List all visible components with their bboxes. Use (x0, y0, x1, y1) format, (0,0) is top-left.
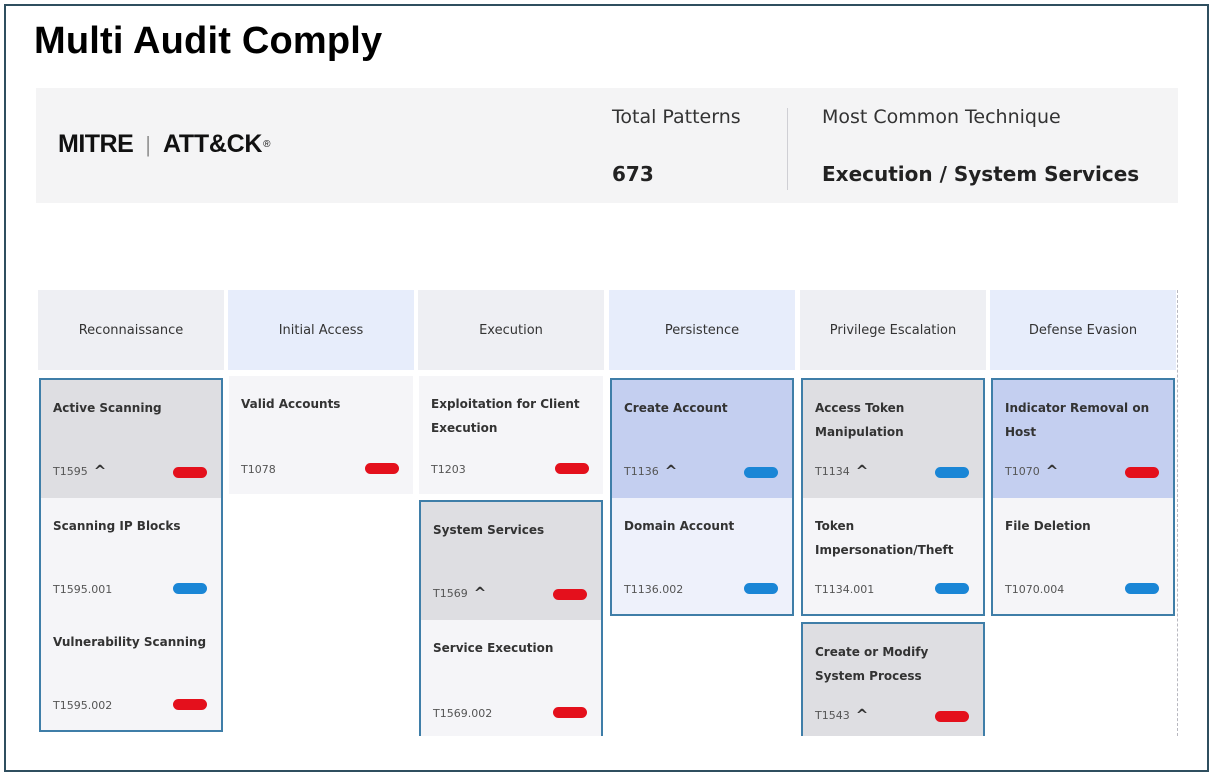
technique-group-create-or-modify-system-process: Create or Modify System Process T1543 ^ (801, 622, 985, 736)
status-pill (173, 699, 207, 710)
status-pill (173, 467, 207, 478)
technique-name: Scanning IP Blocks (53, 519, 181, 533)
tactic-header[interactable]: Persistence (609, 290, 795, 370)
status-pill (744, 467, 778, 478)
total-patterns-stat: Total Patterns 673 (612, 106, 741, 186)
status-pill (553, 589, 587, 600)
chevron-up-icon[interactable]: ^ (1045, 462, 1059, 480)
technique-name: File Deletion (1005, 519, 1091, 533)
subtechnique-cell[interactable]: File Deletion T1070.004 (993, 498, 1173, 614)
status-pill (553, 707, 587, 718)
technique-id: T1569.002 (433, 707, 493, 720)
technique-name: Indicator Removal on Host (1005, 401, 1150, 439)
technique-group-exploitation-for-client-execution: Exploitation for Client Execution T1203 (419, 376, 603, 494)
technique-group-create-account: Create Account T1136 ^ Domain Account T11… (610, 378, 794, 616)
summary-panel: MITRE | ATT&CK ® Total Patterns 673 Most … (36, 88, 1178, 203)
status-pill (365, 463, 399, 474)
technique-cell[interactable]: Create Account T1136 ^ (612, 380, 792, 498)
subtechnique-cell[interactable]: Token Impersonation/Theft T1134.001 (803, 498, 983, 614)
technique-name: Vulnerability Scanning (53, 635, 207, 649)
technique-name: Access Token Manipulation (815, 401, 905, 439)
chevron-up-icon[interactable]: ^ (664, 462, 678, 480)
status-pill (1125, 467, 1159, 478)
stat-divider (787, 108, 788, 190)
chevron-up-icon[interactable]: ^ (855, 462, 869, 480)
technique-id: T1595.002 (53, 699, 113, 712)
technique-group-active-scanning: Active Scanning T1595 ^ Scanning IP Block… (39, 378, 223, 732)
technique-name: Create or Modify System Process (815, 645, 929, 683)
technique-id: T1136 (624, 464, 659, 478)
subtechnique-cell[interactable]: Domain Account T1136.002 (612, 498, 792, 614)
technique-id: T1134 (815, 464, 850, 478)
total-patterns-value: 673 (612, 162, 654, 186)
technique-cell[interactable]: Access Token Manipulation T1134 ^ (803, 380, 983, 498)
technique-name: Domain Account (624, 519, 735, 533)
tactic-column-privilege-escalation: Privilege Escalation Access Token Manipu… (800, 290, 986, 736)
status-pill (173, 583, 207, 594)
chevron-up-icon[interactable]: ^ (93, 462, 107, 480)
chevron-up-icon[interactable]: ^ (473, 584, 487, 602)
technique-id: T1543 (815, 708, 850, 722)
tactic-column-persistence: Persistence Create Account T1136 ^ Domain… (609, 290, 795, 736)
screenshot-frame: Multi Audit Comply MITRE | ATT&CK ® Total… (4, 4, 1209, 772)
status-pill (744, 583, 778, 594)
technique-id: T1569 (433, 586, 468, 600)
status-pill (935, 583, 969, 594)
technique-group-system-services: System Services T1569 ^ Service Execution… (419, 500, 603, 736)
tactic-column-defense-evasion: Defense Evasion Indicator Removal on Hos… (990, 290, 1176, 736)
app-title: Multi Audit Comply (34, 20, 383, 62)
technique-cell[interactable]: Create or Modify System Process T1543 ^ (803, 624, 983, 736)
technique-name: System Services (433, 523, 545, 537)
technique-id: T1070.004 (1005, 583, 1065, 596)
tactic-header[interactable]: Initial Access (228, 290, 414, 370)
subtechnique-cell[interactable]: Scanning IP Blocks T1595.001 (41, 498, 221, 614)
technique-id: T1134.001 (815, 583, 875, 596)
technique-id: T1595 (53, 464, 88, 478)
status-pill (1125, 583, 1159, 594)
technique-name: Token Impersonation/Theft (815, 519, 954, 557)
technique-cell[interactable]: Active Scanning T1595 ^ (41, 380, 221, 498)
technique-id: T1078 (241, 463, 276, 476)
chevron-up-icon[interactable]: ^ (855, 706, 869, 724)
technique-name: Service Execution (433, 641, 554, 655)
technique-cell[interactable]: Valid Accounts T1078 (229, 376, 413, 494)
most-common-technique-value: Execution / System Services (822, 162, 1140, 186)
status-pill (935, 467, 969, 478)
tactic-header[interactable]: Privilege Escalation (800, 290, 986, 370)
technique-group-indicator-removal-on-host: Indicator Removal on Host T1070 ^ File De… (991, 378, 1175, 616)
attack-matrix: Reconnaissance Active Scanning T1595 ^ Sc… (38, 290, 1178, 736)
logo-mitre: MITRE (58, 130, 134, 158)
tactic-header[interactable]: Defense Evasion (990, 290, 1176, 370)
technique-group-access-token-manipulation: Access Token Manipulation T1134 ^ Token I… (801, 378, 985, 616)
tactic-column-reconnaissance: Reconnaissance Active Scanning T1595 ^ Sc… (38, 290, 224, 736)
tactic-header[interactable]: Reconnaissance (38, 290, 224, 370)
technique-cell[interactable]: Indicator Removal on Host T1070 ^ (993, 380, 1173, 498)
logo-attck: ATT&CK (163, 130, 263, 158)
technique-id: T1595.001 (53, 583, 113, 596)
mitre-attack-logo: MITRE | ATT&CK ® (58, 130, 270, 159)
technique-cell[interactable]: Exploitation for Client Execution T1203 (419, 376, 603, 494)
technique-id: T1070 (1005, 464, 1040, 478)
most-common-technique-stat: Most Common Technique Execution / System… (822, 106, 1139, 186)
technique-name: Active Scanning (53, 401, 162, 415)
tactic-column-execution: Execution Exploitation for Client Execut… (418, 290, 604, 736)
technique-group-valid-accounts: Valid Accounts T1078 (229, 376, 413, 494)
total-patterns-label: Total Patterns (612, 106, 741, 128)
tactic-header[interactable]: Execution (418, 290, 604, 370)
technique-name: Create Account (624, 401, 728, 415)
subtechnique-cell[interactable]: Vulnerability Scanning T1595.002 (41, 614, 221, 730)
technique-name: Valid Accounts (241, 397, 341, 411)
technique-cell[interactable]: System Services T1569 ^ (421, 502, 601, 620)
status-pill (935, 711, 969, 722)
logo-separator: | (145, 131, 151, 157)
technique-id: T1136.002 (624, 583, 684, 596)
logo-registered-mark: ® (263, 139, 271, 150)
technique-name: Exploitation for Client Execution (431, 397, 580, 435)
tactic-column-initial-access: Initial Access Valid Accounts T1078 (228, 290, 414, 736)
most-common-technique-label: Most Common Technique (822, 106, 1061, 128)
status-pill (555, 463, 589, 474)
technique-id: T1203 (431, 463, 466, 476)
subtechnique-cell[interactable]: Service Execution T1569.002 (421, 620, 601, 736)
